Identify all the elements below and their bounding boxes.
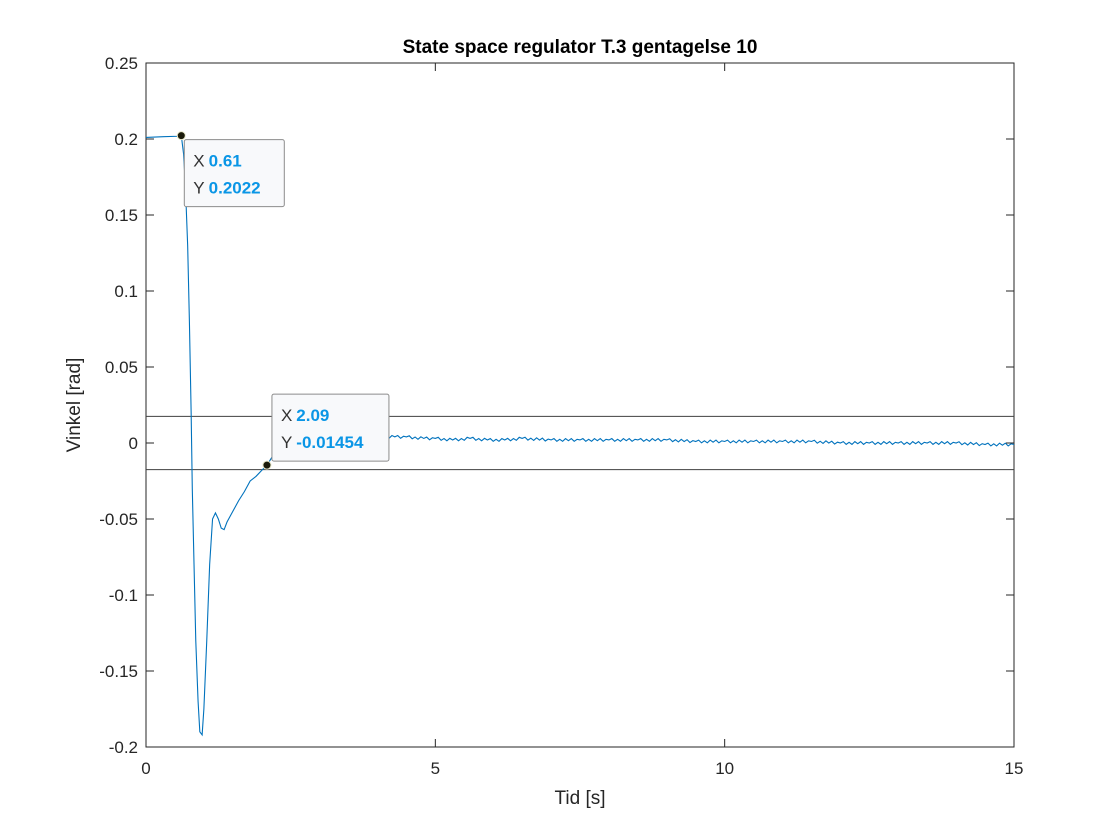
y-tick-label: -0.1	[109, 586, 138, 605]
datatip-y-value: -0.01454	[296, 433, 364, 452]
datatip[interactable]: X 2.09Y -0.01454	[262, 393, 390, 470]
datatip-x-key: X	[193, 152, 204, 171]
ticks-layer: 0 5 10 15-0.2-0.15-0.1-0.0500.050.10.150.20…	[99, 54, 1023, 778]
y-axis-label: Vinkel [rad]	[64, 358, 85, 453]
y-tick-label: 0.1	[114, 282, 138, 301]
datatip[interactable]: X 0.61 Y 0.2022	[176, 131, 285, 208]
y-tick-label: -0.2	[109, 738, 138, 757]
y-tick-label: 0.25	[105, 54, 138, 73]
datatip-x-row: X 0.61	[193, 152, 241, 171]
x-tick-label: 0	[141, 759, 150, 778]
datatip-x-value: 2.09	[296, 406, 329, 425]
datatip-y-row: Y 0.2022	[193, 179, 260, 198]
x-tick-label: 5	[431, 759, 440, 778]
datatip-y-key: Y	[193, 179, 204, 198]
datatip-y-row: Y -0.01454	[281, 433, 364, 452]
y-tick-label: 0.15	[105, 206, 138, 225]
x-tick-label: 15	[1005, 759, 1024, 778]
datatip-y-key: Y	[281, 433, 292, 452]
y-tick-label: 0	[129, 434, 138, 453]
x-axis-label: Tid [s]	[554, 788, 605, 809]
y-tick-label: 0.2	[114, 130, 138, 149]
y-tick-label: 0.05	[105, 358, 138, 377]
y-tick-label: -0.15	[99, 662, 138, 681]
datatip-x-value: 0.61	[209, 152, 242, 171]
datatip-marker[interactable]	[262, 460, 272, 470]
chart-title: State space regulator T.3 gentagelse 10	[403, 37, 758, 58]
datatip-box	[183, 139, 285, 208]
datatip-y-value: 0.2022	[209, 179, 261, 198]
y-tick-label: -0.05	[99, 510, 138, 529]
datatip-x-key: X	[281, 406, 292, 425]
datatip-marker[interactable]	[176, 131, 186, 141]
datatip-x-row: X 2.09	[281, 406, 329, 425]
datatip-box	[271, 393, 390, 462]
x-tick-label: 10	[715, 759, 734, 778]
